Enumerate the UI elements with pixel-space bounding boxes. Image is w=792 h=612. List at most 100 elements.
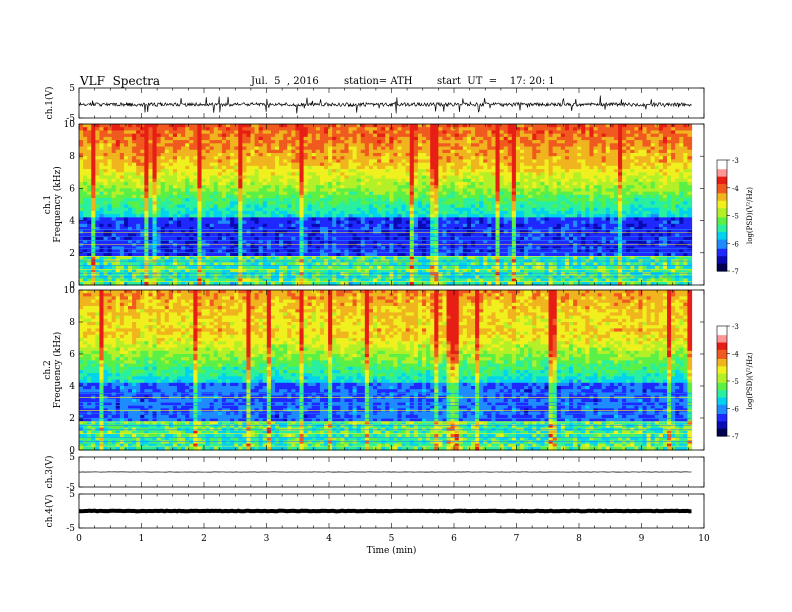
spectrogram-cell: [368, 201, 374, 206]
spectrogram-cell: [381, 181, 386, 186]
spectrogram-cell: [507, 223, 513, 228]
spectrogram-cell: [573, 198, 578, 202]
spectrogram-cell: [405, 133, 411, 138]
spectrogram-cell: [136, 185, 141, 189]
spectrogram-cell: [573, 178, 578, 183]
spectrogram-cell: [172, 210, 178, 215]
spectrogram-cell: [426, 124, 431, 128]
spectrogram-cell: [246, 188, 252, 193]
spectrogram-cell: [458, 149, 464, 154]
spectrogram-cell: [634, 220, 640, 225]
spectrogram-cell: [675, 185, 680, 189]
spectrogram-cell: [389, 217, 395, 222]
spectrogram-cell: [201, 194, 207, 199]
spectrogram-cell: [524, 175, 529, 180]
spectrogram-cell: [458, 162, 464, 167]
spectrogram-cell: [185, 185, 190, 189]
spectrogram-cell: [667, 220, 672, 225]
spectrogram-cell: [581, 181, 586, 186]
spectrogram-cell: [569, 149, 574, 154]
spectrogram-cell: [250, 178, 256, 183]
spectrogram-cell: [213, 149, 219, 154]
spectrogram-cell: [344, 198, 350, 202]
spectrogram-cell: [515, 149, 521, 154]
spectrogram-cell: [83, 201, 88, 206]
spectrogram-cell: [368, 149, 374, 154]
spectrogram-cell: [389, 185, 395, 189]
spectrogram-cell: [217, 194, 223, 199]
spectrogram-cell: [520, 210, 525, 215]
spectrogram-cell: [401, 172, 407, 177]
spectrogram-cell: [177, 188, 182, 193]
spectrogram-cell: [213, 156, 219, 161]
spectrogram-cell: [389, 188, 395, 193]
spectrogram-cell: [348, 127, 354, 132]
spectrogram-cell: [328, 227, 333, 231]
spectrogram-cell: [556, 143, 562, 148]
spectrogram-cell: [483, 181, 488, 186]
spectrogram-cell: [597, 136, 603, 141]
spectrogram-cell: [340, 227, 346, 231]
spectrogram-cell: [360, 149, 366, 154]
spectrogram-cell: [552, 140, 558, 144]
spectrogram-cell: [91, 207, 96, 212]
spectrogram-cell: [552, 214, 558, 218]
spectrogram-cell: [520, 136, 525, 141]
spectrogram-cell: [667, 207, 672, 212]
spectrogram-cell: [585, 194, 591, 199]
spectrogram-cell: [340, 188, 346, 193]
spectrogram-cell: [336, 156, 341, 161]
spectrogram-cell: [250, 201, 256, 206]
spectrogram-cell: [111, 223, 117, 228]
spectrogram-cell: [377, 169, 382, 173]
spectrogram-cell: [581, 207, 586, 212]
spectrogram-cell: [287, 178, 292, 183]
spectrogram-cell: [679, 136, 684, 141]
spectrogram-cell: [589, 201, 595, 206]
spectrogram-cell: [687, 178, 693, 183]
spectrogram-cell: [401, 210, 407, 215]
spectrogram-cell: [311, 136, 317, 141]
spectrogram-cell: [238, 204, 243, 209]
spectrogram-cell: [446, 156, 452, 161]
spectrogram-cell: [524, 172, 529, 177]
spectrogram-cell: [336, 217, 341, 222]
spectrogram-cell: [230, 178, 235, 183]
spectrogram-cell: [524, 194, 529, 199]
spectrogram-cell: [91, 210, 96, 215]
spectrogram-cell: [675, 133, 680, 138]
spectrogram-cell: [258, 201, 264, 206]
spectrogram-cell: [164, 175, 170, 180]
spectrogram-cell: [540, 217, 546, 222]
spectrogram-cell: [532, 223, 537, 228]
spectrogram-cell: [87, 178, 92, 183]
spectrogram-cell: [613, 159, 619, 164]
spectrogram-cell: [234, 191, 239, 196]
spectrogram-cell: [454, 133, 460, 138]
spectrogram-cell: [324, 165, 329, 170]
spectrogram-cell: [295, 185, 301, 189]
spectrogram-cell: [189, 207, 194, 212]
spectrogram-cell: [230, 146, 235, 151]
spectrogram-cell: [646, 133, 652, 138]
spectrogram-cell: [536, 214, 542, 218]
spectrogram-cell: [226, 210, 231, 215]
spectrogram-cell: [658, 175, 664, 180]
spectrogram-cell: [552, 175, 558, 180]
spectrogram-cell: [128, 210, 133, 215]
spectrogram-cell: [254, 227, 260, 231]
spectrogram-cell: [111, 172, 117, 177]
spectrogram-cell: [136, 207, 141, 212]
spectrogram-cell: [454, 181, 460, 186]
spectrogram-cell: [613, 181, 619, 186]
spectrogram-cell: [79, 227, 84, 231]
spectrogram-cell: [556, 210, 562, 215]
spectrogram-cell: [520, 188, 525, 193]
spectrogram-cell: [466, 146, 472, 151]
spectrogram-cell: [348, 217, 354, 222]
spectrogram-cell: [336, 165, 341, 170]
spectrogram-cell: [642, 201, 648, 206]
spectrogram-cell: [438, 204, 444, 209]
spectrogram-cell: [503, 201, 509, 206]
spectrogram-cell: [638, 204, 644, 209]
